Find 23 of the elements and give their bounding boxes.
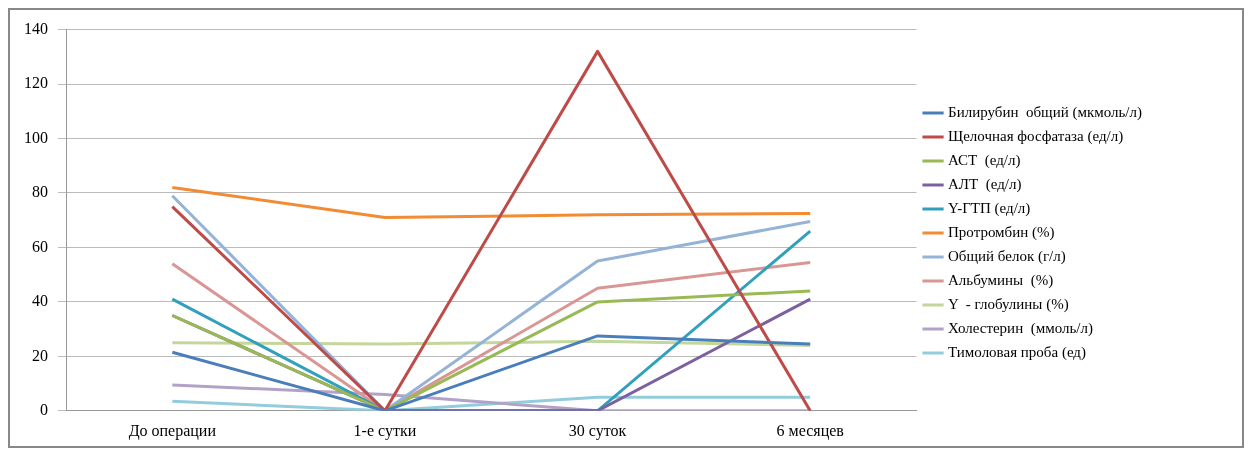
legend-label: Билирубин общий (мкмоль/л) — [948, 103, 1143, 121]
legend-label: АЛТ (ед/л) — [948, 175, 1022, 193]
y-tick-label: 0 — [40, 401, 48, 418]
y-tick-label: 140 — [24, 19, 48, 37]
legend-label: Холестерин (ммоль/л) — [948, 319, 1093, 337]
legend-label: Общий белок (г/л) — [948, 247, 1066, 265]
x-tick-label: До операции — [128, 421, 217, 440]
legend-label: Y - глобулины (%) — [948, 295, 1069, 313]
legend-label: Протромбин (%) — [948, 223, 1055, 241]
legend-label: Тимоловая проба (ед) — [948, 343, 1086, 361]
legend-label: Щелочная фосфатаза (ед/л) — [948, 127, 1124, 145]
y-tick-label: 40 — [32, 292, 48, 310]
y-tick-label: 120 — [24, 74, 48, 92]
x-tick-label: 30 суток — [568, 421, 627, 440]
legend-label: Альбумины (%) — [948, 271, 1054, 289]
legend-label: АСТ (ед/л) — [948, 151, 1021, 169]
x-tick-label: 6 месяцев — [776, 421, 845, 440]
y-tick-label: 80 — [32, 183, 48, 201]
y-tick-label: 20 — [32, 346, 48, 364]
legend-label: Y-ГТП (ед/л) — [948, 199, 1031, 217]
y-tick-label: 60 — [32, 237, 48, 255]
y-tick-label: 100 — [24, 128, 48, 146]
x-tick-label: 1-е сутки — [353, 421, 417, 440]
